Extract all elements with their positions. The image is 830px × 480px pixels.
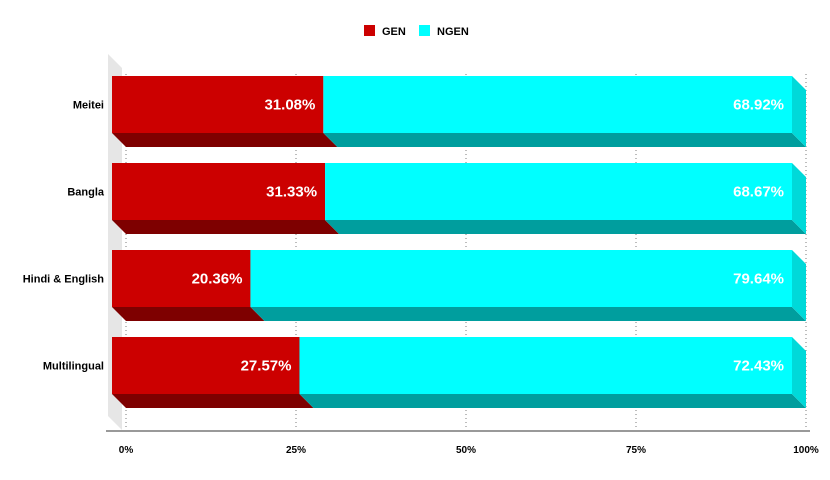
bar-front-face — [325, 163, 792, 220]
bar-end-face — [792, 250, 806, 321]
data-label-gen-0: 31.08% — [264, 97, 315, 114]
bar-bottom-face — [112, 220, 340, 234]
bar-front-face — [299, 337, 792, 394]
bar-ngen-2 — [250, 250, 806, 321]
bar-bottom-face — [325, 220, 806, 234]
legend-swatch-gen — [364, 25, 375, 36]
bar-front-face — [112, 76, 324, 133]
data-label-gen-3: 27.57% — [241, 358, 292, 375]
bar-gen-3 — [112, 337, 314, 408]
legend-swatch-ngen — [419, 25, 430, 36]
data-label-ngen-1: 68.67% — [733, 184, 784, 201]
x-tick-label-3: 75% — [626, 445, 646, 456]
bar-front-face — [112, 250, 251, 307]
bar-front-face — [323, 76, 792, 133]
chart-floor — [108, 54, 122, 430]
data-label-gen-2: 20.36% — [192, 271, 243, 288]
bar-end-face — [792, 337, 806, 408]
bar-ngen-0 — [323, 76, 806, 147]
side-wall — [108, 54, 122, 430]
bar-bottom-face — [112, 307, 265, 321]
bar-end-face — [792, 163, 806, 234]
bar-bottom-face — [299, 394, 806, 408]
data-label-ngen-0: 68.92% — [733, 97, 784, 114]
bar-ngen-3 — [299, 337, 806, 408]
category-label-0: Meitei — [73, 100, 104, 112]
category-label-3: Multilingual — [43, 361, 104, 373]
data-label-ngen-3: 72.43% — [733, 358, 784, 375]
bar-end-face — [792, 76, 806, 147]
data-label-ngen-2: 79.64% — [733, 271, 784, 288]
bar-gen-0 — [112, 76, 338, 147]
bar-front-face — [250, 250, 792, 307]
legend-label-ngen: NGEN — [437, 26, 469, 38]
legend: GEN NGEN — [364, 25, 469, 38]
bar-front-face — [112, 163, 326, 220]
data-label-gen-1: 31.33% — [266, 184, 317, 201]
bar-bottom-face — [250, 307, 806, 321]
x-tick-label-2: 50% — [456, 445, 476, 456]
x-tick-label-4: 100% — [793, 445, 819, 456]
bars — [112, 76, 806, 408]
x-tick-label-1: 25% — [286, 445, 306, 456]
x-tick-label-0: 0% — [119, 445, 134, 456]
bar-gen-2 — [112, 250, 265, 321]
legend-label-gen: GEN — [382, 26, 406, 38]
bar-bottom-face — [112, 133, 338, 147]
bar-ngen-1 — [325, 163, 806, 234]
data-labels: 31.08% 68.92% 31.33% 68.67% 20.36% 79.64% 27.5… — [192, 97, 784, 375]
category-label-1: Bangla — [67, 187, 105, 199]
bar-gen-1 — [112, 163, 340, 234]
category-label-2: Hindi & English — [23, 274, 105, 286]
bar-bottom-face — [323, 133, 806, 147]
axes: Meitei Bangla Hindi & English Multilingual 0… — [23, 100, 819, 457]
bar-bottom-face — [112, 394, 314, 408]
bar-front-face — [112, 337, 300, 394]
